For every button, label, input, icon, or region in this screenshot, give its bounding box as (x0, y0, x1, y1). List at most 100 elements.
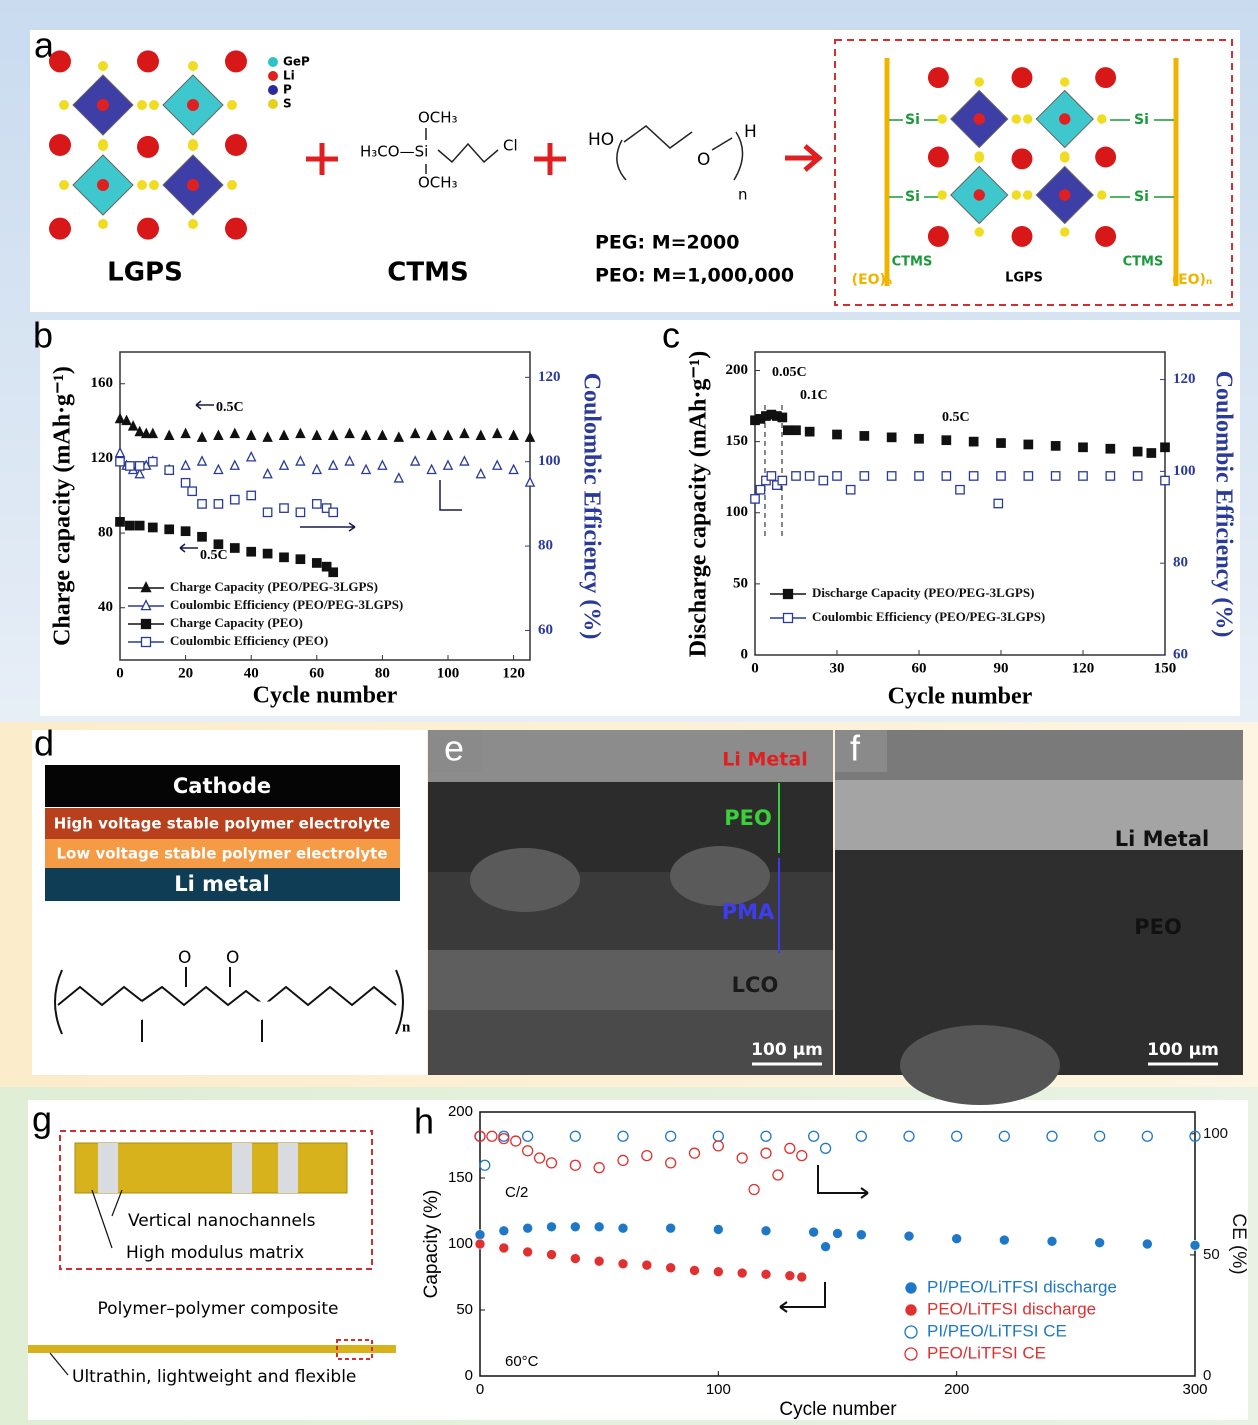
y-tick-label: 100 (448, 1235, 473, 1252)
marker (860, 432, 868, 440)
marker (737, 1268, 747, 1278)
y-axis-label: Discharge capacity (mAh·g⁻¹) (686, 351, 712, 657)
marker (784, 590, 793, 599)
marker (618, 1259, 628, 1269)
marker (499, 1134, 509, 1144)
atom (928, 226, 949, 247)
marker (1051, 472, 1059, 480)
marker (1079, 443, 1087, 451)
atom (97, 99, 109, 111)
marker (942, 436, 950, 444)
annotation: 60°C (505, 1353, 539, 1370)
label: High modulus matrix (126, 1243, 304, 1263)
marker (296, 508, 304, 516)
marker (999, 1131, 1009, 1141)
panel-letter: d (34, 723, 54, 764)
marker (969, 472, 977, 480)
layer-label: Li Metal (722, 749, 807, 771)
marker (778, 413, 786, 421)
atom (49, 134, 71, 156)
marker (1147, 449, 1155, 457)
marker (749, 1185, 759, 1195)
polymer-label: PEG: M=2000 (595, 232, 739, 254)
annotation: C/2 (505, 1184, 528, 1201)
layer-label: High voltage stable polymer electrolyte (54, 815, 390, 833)
marker (915, 472, 923, 480)
marker (135, 521, 143, 529)
layer-label: Cathode (173, 774, 271, 798)
marker (198, 533, 206, 541)
marker (756, 486, 764, 494)
sem-texture (470, 848, 580, 912)
y-tick-label: 100 (726, 504, 749, 520)
composite-label: LGPS (1005, 271, 1043, 286)
atom (928, 67, 949, 88)
marker (1106, 445, 1114, 453)
marker (214, 500, 222, 508)
marker (165, 466, 173, 474)
atom (1059, 189, 1070, 200)
marker (480, 1160, 490, 1170)
panel-letter: g (32, 1099, 52, 1140)
marker (1106, 472, 1114, 480)
marker (523, 1247, 533, 1257)
atom (137, 136, 159, 158)
y-tick-label: 40 (98, 599, 113, 615)
atom (225, 218, 247, 240)
legend-label: Charge Capacity (PEO) (170, 615, 303, 630)
y-tick-label: 50 (456, 1301, 473, 1318)
marker (547, 1250, 557, 1260)
marker (313, 500, 321, 508)
atom (1023, 114, 1033, 124)
marker (1142, 1131, 1152, 1141)
marker (1161, 443, 1169, 451)
atom (149, 100, 159, 110)
legend-label: P (283, 83, 292, 97)
marker (214, 540, 222, 548)
layer-label: PEO (1134, 915, 1182, 939)
marker (805, 427, 813, 435)
atom (97, 179, 109, 191)
y-tick-label: 150 (726, 433, 749, 449)
marker (666, 1131, 676, 1141)
atom (974, 189, 985, 200)
y2-tick-label: 0 (1203, 1367, 1211, 1384)
y-tick-label: 80 (98, 525, 113, 541)
marker (642, 1151, 652, 1161)
y2-tick-label: 80 (538, 538, 553, 554)
layer-label: Li metal (174, 872, 269, 896)
atom (187, 179, 199, 191)
marker (181, 527, 189, 535)
atom (975, 227, 985, 237)
y2-tick-label: 50 (1203, 1246, 1220, 1263)
atom (1095, 67, 1116, 88)
letter-box (835, 730, 887, 772)
atom (59, 100, 69, 110)
formula: HO (588, 130, 614, 150)
marker (994, 499, 1002, 507)
marker (547, 1158, 557, 1168)
atom (188, 61, 198, 71)
atom (98, 61, 108, 71)
marker (642, 1260, 652, 1270)
panel-bc-bg (40, 320, 1240, 716)
marker (1095, 1131, 1105, 1141)
marker (618, 1155, 628, 1165)
marker (905, 1282, 917, 1294)
marker (942, 472, 950, 480)
marker (1095, 1238, 1105, 1248)
marker (778, 476, 786, 484)
atom (187, 99, 199, 111)
x-tick-label: 120 (1072, 660, 1095, 676)
marker (142, 620, 151, 629)
x-axis-label: Cycle number (779, 1399, 897, 1420)
layer-label: PEO (724, 806, 772, 830)
marker (570, 1222, 580, 1232)
panel-letter: c (662, 315, 680, 356)
marker (594, 1256, 604, 1266)
marker (751, 495, 759, 503)
marker (499, 1243, 509, 1253)
atom (1012, 190, 1022, 200)
atom (188, 219, 198, 229)
marker (904, 1131, 914, 1141)
